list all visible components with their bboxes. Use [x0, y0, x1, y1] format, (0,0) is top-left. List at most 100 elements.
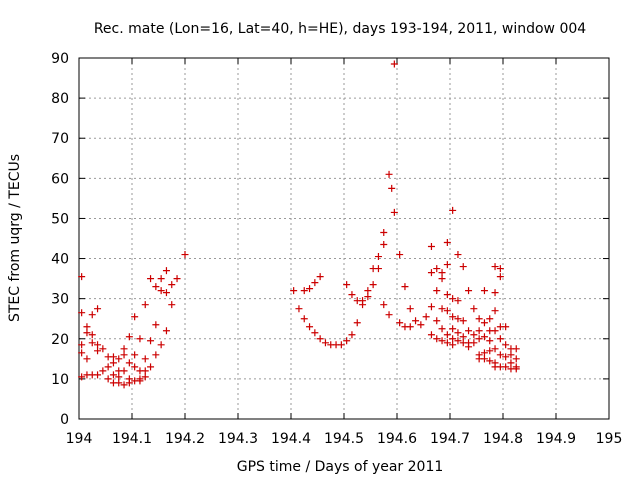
data-point: [88, 311, 96, 319]
data-point: [94, 341, 102, 349]
y-tick-label: 70: [51, 131, 69, 147]
data-point: [120, 367, 128, 375]
data-point: [475, 327, 483, 335]
data-point: [147, 337, 155, 345]
data-point: [94, 371, 102, 379]
data-point: [443, 307, 451, 315]
data-point: [470, 339, 478, 347]
data-point: [109, 353, 117, 361]
data-point: [173, 275, 181, 283]
data-point: [406, 305, 414, 313]
y-tick-label: 0: [60, 412, 69, 428]
y-tick-label: 60: [51, 171, 69, 187]
data-point: [99, 345, 107, 353]
data-point: [406, 323, 414, 331]
x-tick-label: 194.9: [536, 431, 576, 447]
data-point: [104, 363, 112, 371]
data-point: [507, 351, 515, 359]
data-point: [115, 355, 123, 363]
data-point: [380, 228, 388, 236]
data-point: [449, 295, 457, 303]
data-point: [449, 335, 457, 343]
data-point: [502, 341, 510, 349]
data-point: [364, 293, 372, 301]
data-point: [120, 381, 128, 389]
data-point: [486, 347, 494, 355]
data-point: [438, 337, 446, 345]
data-point: [348, 291, 356, 299]
data-point: [141, 301, 149, 309]
data-point: [443, 291, 451, 299]
data-point: [78, 373, 86, 381]
data-point: [449, 341, 457, 349]
data-point: [157, 287, 165, 295]
data-point: [470, 305, 478, 313]
data-point: [141, 367, 149, 375]
data-point: [459, 317, 467, 325]
x-axis-label: GPS time / Days of year 2011: [237, 459, 444, 475]
data-point: [459, 263, 467, 271]
data-point: [147, 363, 155, 371]
data-point: [438, 269, 446, 277]
data-point: [300, 315, 308, 323]
grid-lines: [79, 58, 609, 419]
data-point: [374, 253, 382, 261]
data-point: [480, 319, 488, 327]
x-tick-label: 195: [596, 431, 623, 447]
y-tick-label: 10: [51, 372, 69, 388]
data-point: [433, 287, 441, 295]
data-point: [83, 329, 91, 337]
x-tick-label: 194.8: [483, 431, 523, 447]
data-point: [78, 341, 86, 349]
data-point: [157, 341, 165, 349]
data-point: [396, 251, 404, 259]
data-point: [480, 333, 488, 341]
data-point: [449, 313, 457, 321]
data-point: [427, 303, 435, 311]
data-point: [131, 363, 139, 371]
data-point: [131, 351, 139, 359]
data-point: [136, 375, 144, 383]
data-point: [454, 315, 462, 323]
data-point: [465, 327, 473, 335]
data-point: [295, 305, 303, 313]
data-point: [385, 311, 393, 319]
data-point: [438, 305, 446, 313]
data-point: [94, 305, 102, 313]
data-point: [94, 347, 102, 355]
x-tick-label: 194.5: [324, 431, 364, 447]
data-point: [162, 267, 170, 275]
data-point: [512, 365, 520, 373]
data-point: [337, 341, 345, 349]
data-point: [502, 363, 510, 371]
x-tick-label: 194.4: [271, 431, 311, 447]
y-tick-label: 20: [51, 332, 69, 348]
chart-title: Rec. mate (Lon=16, Lat=40, h=HE), days 1…: [94, 21, 586, 37]
data-point: [465, 343, 473, 351]
data-point: [162, 327, 170, 335]
data-point: [99, 367, 107, 375]
data-point: [311, 279, 319, 287]
data-point: [454, 297, 462, 305]
data-point: [507, 359, 515, 367]
data-point: [306, 323, 314, 331]
data-point: [390, 60, 398, 68]
data-point: [438, 275, 446, 283]
data-point: [470, 331, 478, 339]
y-axis-label: STEC from uqrg / TECUs: [7, 154, 23, 322]
data-point: [480, 355, 488, 363]
x-tick-label: 194: [66, 431, 93, 447]
data-point: [443, 239, 451, 247]
data-point: [459, 333, 467, 341]
data-point: [390, 208, 398, 216]
data-point: [449, 206, 457, 214]
data-point: [475, 315, 483, 323]
data-point: [168, 281, 176, 289]
data-point: [147, 275, 155, 283]
y-tick-label: 80: [51, 91, 69, 107]
data-point: [433, 317, 441, 325]
y-tick-label: 30: [51, 292, 69, 308]
data-point: [374, 265, 382, 273]
data-point: [427, 243, 435, 251]
